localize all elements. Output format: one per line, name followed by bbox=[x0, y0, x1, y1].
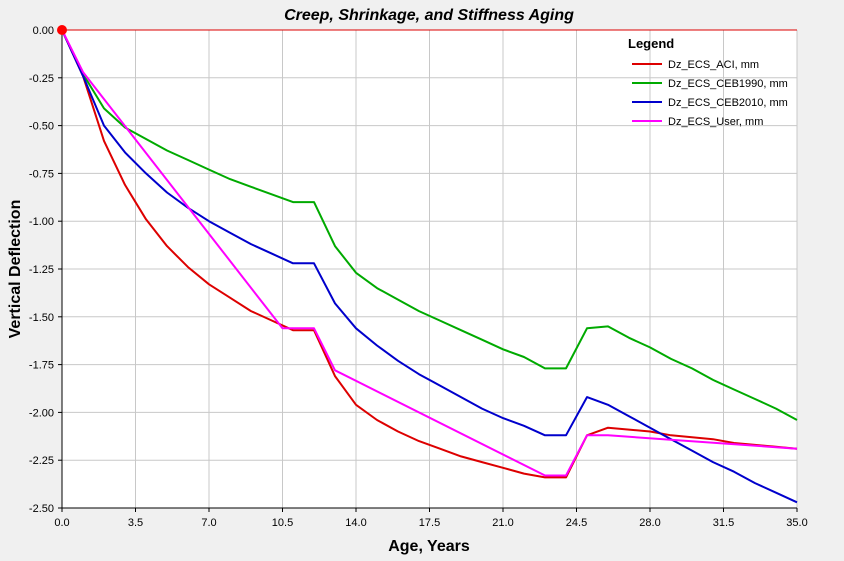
legend-entry-1: Dz_ECS_ACI, mm bbox=[668, 59, 759, 71]
series-line-1 bbox=[61, 29, 798, 479]
y-tick-label: -0.75 bbox=[29, 168, 54, 180]
axes bbox=[58, 29, 798, 512]
x-tick-label: 35.0 bbox=[786, 517, 807, 529]
x-axis-label: Age, Years bbox=[388, 538, 470, 555]
series-line-4 bbox=[61, 29, 798, 477]
x-tick-label: 7.0 bbox=[201, 517, 216, 529]
origin-marker bbox=[57, 25, 67, 35]
y-tick-label: -0.50 bbox=[29, 121, 54, 133]
chart-title: Creep, Shrinkage, and Stiffness Aging bbox=[284, 7, 574, 24]
x-tick-label: 24.5 bbox=[566, 517, 587, 529]
x-tick-label: 28.0 bbox=[639, 517, 660, 529]
legend-entry-4: Dz_ECS_User, mm bbox=[668, 116, 763, 128]
series-lines bbox=[61, 29, 798, 504]
y-tick-label: -2.25 bbox=[29, 455, 54, 467]
y-tick-label: 0.00 bbox=[33, 25, 54, 37]
x-tick-label: 10.5 bbox=[272, 517, 293, 529]
x-tick-labels: 0.0 3.5 7.0 10.5 14.0 17.5 21.0 24.5 28.0 31.5 35.… bbox=[54, 517, 807, 529]
y-tick-label: -0.25 bbox=[29, 73, 54, 85]
y-tick-label: -1.75 bbox=[29, 360, 54, 372]
y-tick-label: -1.50 bbox=[29, 312, 54, 324]
legend-items: Dz_ECS_ACI, mm Dz_ECS_CEB1990, mm Dz_ECS_C… bbox=[632, 59, 788, 128]
series-line-2 bbox=[61, 29, 798, 421]
x-tick-label: 21.0 bbox=[492, 517, 513, 529]
y-tick-label: -1.00 bbox=[29, 216, 54, 228]
legend-entry-3: Dz_ECS_CEB2010, mm bbox=[668, 97, 788, 109]
y-axis-label: Vertical Deflection bbox=[7, 200, 24, 339]
x-tick-label: 0.0 bbox=[54, 517, 69, 529]
legend-entry-2: Dz_ECS_CEB1990, mm bbox=[668, 78, 788, 90]
x-tick-label: 31.5 bbox=[713, 517, 734, 529]
legend-title: Legend bbox=[628, 36, 674, 51]
y-tick-label: -2.00 bbox=[29, 407, 54, 419]
x-tick-label: 3.5 bbox=[128, 517, 143, 529]
y-tick-label: -1.25 bbox=[29, 264, 54, 276]
x-tick-label: 17.5 bbox=[419, 517, 440, 529]
series-line-3 bbox=[61, 29, 798, 504]
x-tick-label: 14.0 bbox=[345, 517, 366, 529]
y-tick-labels: 0.00 -0.25 -0.50 -0.75 -1.00 -1.25 -1.50 -1.75 -… bbox=[29, 25, 54, 515]
y-tick-label: -2.50 bbox=[29, 503, 54, 515]
